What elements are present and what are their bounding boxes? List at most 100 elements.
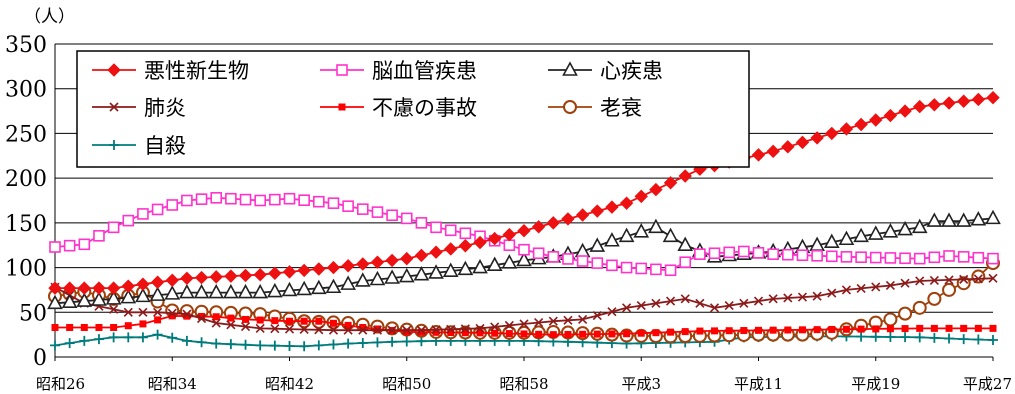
data-point bbox=[139, 320, 147, 328]
data-point bbox=[109, 304, 119, 314]
series-2 bbox=[51, 312, 997, 339]
data-point bbox=[869, 113, 883, 127]
data-point bbox=[974, 324, 982, 332]
data-point bbox=[871, 282, 881, 292]
data-point bbox=[679, 256, 692, 269]
data-point bbox=[505, 330, 513, 338]
data-point bbox=[428, 264, 444, 279]
data-point bbox=[608, 330, 616, 338]
data-point bbox=[841, 285, 852, 295]
data-point bbox=[460, 324, 470, 334]
data-point bbox=[415, 217, 428, 229]
data-point bbox=[711, 327, 719, 335]
series-4 bbox=[47, 209, 1001, 310]
data-point bbox=[827, 288, 837, 298]
data-point bbox=[648, 218, 664, 234]
data-point bbox=[913, 252, 926, 265]
data-point bbox=[487, 231, 502, 246]
data-point bbox=[387, 336, 398, 347]
data-point bbox=[457, 260, 474, 276]
data-point bbox=[649, 182, 663, 197]
data-point bbox=[256, 316, 264, 324]
data-point bbox=[122, 214, 135, 227]
data-point bbox=[255, 340, 266, 351]
data-point bbox=[812, 291, 822, 301]
data-point bbox=[579, 330, 587, 338]
data-point bbox=[914, 332, 925, 343]
data-point bbox=[153, 307, 163, 317]
data-point bbox=[971, 92, 986, 107]
data-point bbox=[226, 320, 236, 330]
data-point bbox=[123, 332, 134, 343]
data-point bbox=[181, 194, 193, 207]
data-point bbox=[430, 221, 442, 234]
data-point bbox=[546, 216, 561, 230]
data-point bbox=[854, 117, 868, 132]
data-point bbox=[972, 251, 985, 264]
data-point bbox=[634, 189, 648, 204]
data-point bbox=[62, 281, 77, 295]
data-point bbox=[356, 257, 370, 271]
data-point bbox=[252, 283, 269, 299]
data-point bbox=[562, 253, 574, 265]
data-point bbox=[856, 331, 867, 342]
data-point bbox=[193, 283, 210, 299]
data-point bbox=[768, 294, 778, 304]
data-point bbox=[328, 325, 339, 335]
data-point bbox=[520, 330, 528, 338]
x-tick-label: 昭和58 bbox=[499, 375, 548, 393]
x-tick-label: 平成19 bbox=[851, 375, 900, 393]
data-point bbox=[268, 266, 282, 281]
data-point bbox=[795, 135, 810, 150]
data-point bbox=[267, 282, 283, 298]
data-point bbox=[578, 314, 588, 325]
data-point bbox=[327, 197, 340, 209]
data-point bbox=[242, 315, 250, 323]
x-tick-label: 昭和26 bbox=[36, 375, 85, 393]
data-point bbox=[637, 329, 645, 337]
data-point bbox=[297, 263, 311, 278]
y-axis-ticks: 0 50 100 150 200 250 300 350 bbox=[5, 33, 47, 371]
data-point bbox=[782, 248, 794, 261]
data-point bbox=[238, 268, 253, 283]
series-line bbox=[54, 277, 994, 332]
data-point bbox=[490, 322, 500, 332]
data-point bbox=[618, 227, 635, 243]
data-point bbox=[926, 212, 943, 227]
data-point bbox=[180, 271, 194, 286]
data-point bbox=[623, 330, 631, 338]
data-point bbox=[224, 269, 238, 283]
data-point bbox=[738, 245, 750, 258]
data-point bbox=[459, 227, 472, 240]
data-point bbox=[532, 247, 545, 260]
data-point bbox=[973, 334, 984, 345]
data-point bbox=[724, 301, 734, 311]
data-point bbox=[416, 325, 426, 335]
data-point bbox=[149, 286, 166, 301]
data-point bbox=[663, 176, 678, 190]
data-point bbox=[781, 140, 795, 154]
legend-item: 肺炎 bbox=[92, 96, 186, 120]
data-point bbox=[898, 306, 913, 321]
data-point bbox=[622, 303, 632, 313]
data-point bbox=[105, 290, 122, 305]
data-point bbox=[403, 328, 411, 336]
x-axis-ticks: 昭和26 昭和34 昭和42 昭和50 昭和58 平成3 平成11 平成19 平成27 bbox=[36, 357, 1012, 393]
data-point bbox=[343, 325, 353, 335]
data-point bbox=[79, 335, 90, 346]
data-point bbox=[253, 268, 267, 282]
data-point bbox=[898, 104, 912, 118]
data-point bbox=[135, 287, 151, 303]
data-point bbox=[384, 269, 400, 284]
data-point bbox=[237, 283, 254, 299]
data-point bbox=[211, 338, 222, 349]
data-point bbox=[885, 280, 895, 291]
data-point bbox=[636, 301, 646, 311]
series-layer bbox=[47, 90, 1001, 352]
data-point bbox=[563, 315, 573, 325]
data-point bbox=[619, 196, 634, 210]
data-point bbox=[576, 255, 589, 267]
data-point bbox=[370, 255, 385, 269]
data-point bbox=[369, 270, 386, 286]
